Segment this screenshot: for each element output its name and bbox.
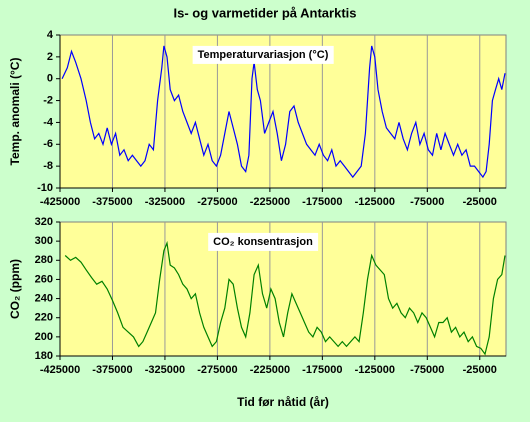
x-axis-label: Tid før nåtid (år) bbox=[237, 395, 329, 409]
x-tick-label: -125000 bbox=[355, 364, 395, 376]
y-axis-label: CO₂ (ppm) bbox=[8, 259, 22, 319]
x-tick-label: -175000 bbox=[302, 364, 342, 376]
y-tick-label: -2 bbox=[43, 94, 53, 106]
y-tick-label: 220 bbox=[35, 312, 53, 324]
x-tick-label: -375000 bbox=[92, 196, 132, 208]
y-tick-label: 280 bbox=[35, 254, 53, 266]
y-tick-label: 200 bbox=[35, 331, 53, 343]
x-tick-label: -25000 bbox=[463, 364, 497, 376]
data-line bbox=[64, 240, 506, 356]
y-tick-label: 4 bbox=[47, 29, 54, 41]
annotation-box bbox=[208, 232, 319, 251]
x-tick-label: -225000 bbox=[250, 196, 290, 208]
annotation-box bbox=[192, 45, 334, 64]
figure-title: Is- og varmetider på Antarktis bbox=[173, 5, 356, 20]
x-tick-label: -75000 bbox=[410, 196, 444, 208]
y-axis-label: Temp. anomali (°C) bbox=[8, 58, 22, 166]
y-tick-label: 180 bbox=[35, 350, 53, 362]
x-tick-label: -275000 bbox=[197, 364, 237, 376]
x-tick-label: -125000 bbox=[355, 196, 395, 208]
y-tick-label: 260 bbox=[35, 273, 53, 285]
data-line bbox=[61, 45, 506, 179]
y-tick-label: -8 bbox=[43, 160, 53, 172]
annotation: CO₂ konsentrasjon bbox=[213, 236, 313, 248]
x-tick-label: -325000 bbox=[145, 364, 185, 376]
y-tick-label: -4 bbox=[43, 116, 54, 128]
x-tick-label: -225000 bbox=[250, 364, 290, 376]
annotation: Temperaturvariasjon (°C) bbox=[198, 49, 329, 61]
x-tick-label: -275000 bbox=[197, 196, 237, 208]
y-tick-label: 320 bbox=[35, 216, 53, 228]
y-tick-label: -10 bbox=[37, 182, 53, 194]
y-tick-label: 0 bbox=[47, 73, 53, 85]
x-tick-label: -425000 bbox=[40, 364, 80, 376]
x-tick-label: -425000 bbox=[40, 196, 80, 208]
y-tick-label: 300 bbox=[35, 235, 53, 247]
x-tick-label: -25000 bbox=[463, 196, 497, 208]
y-tick-label: -6 bbox=[43, 138, 53, 150]
y-tick-label: 240 bbox=[35, 292, 53, 304]
x-tick-label: -175000 bbox=[302, 196, 342, 208]
x-tick-label: -75000 bbox=[410, 364, 444, 376]
y-tick-label: 2 bbox=[47, 51, 53, 63]
x-tick-label: -325000 bbox=[145, 196, 185, 208]
x-tick-label: -375000 bbox=[92, 364, 132, 376]
